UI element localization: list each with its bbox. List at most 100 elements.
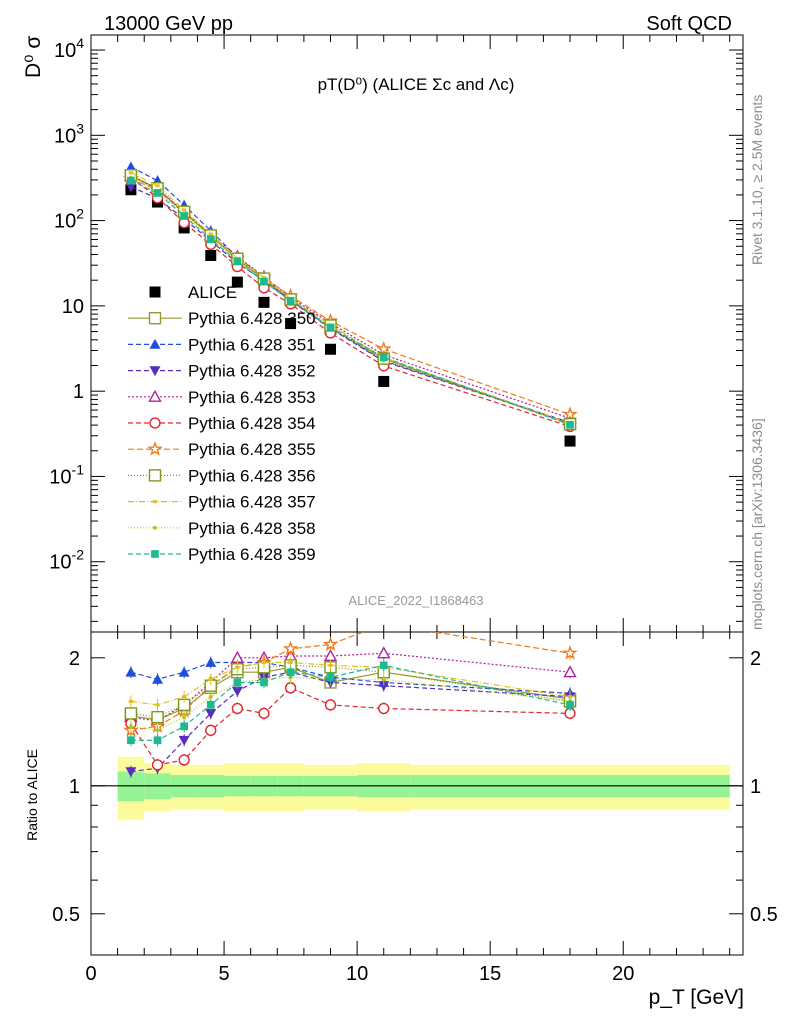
series-9-point-main-9 (566, 420, 574, 429)
y-axis-label: D⁰ σ (22, 36, 45, 78)
legend-marker-2 (149, 366, 161, 377)
series-5-point-main-9 (562, 406, 578, 422)
ratio-axis-label: Ratio to ALICE (24, 749, 40, 841)
series-line-ratio-0 (130, 666, 571, 721)
legend-label-5: Pythia 6.428 355 (188, 440, 316, 459)
y-tick-label-ratio-right-1: 1 (750, 776, 761, 798)
series-9-point-ratio-5 (260, 678, 268, 687)
x-tick-label-1: 5 (218, 963, 229, 985)
series-8-point-ratio-8 (381, 677, 386, 682)
y-tick-label-ratio-2: 0.5 (52, 904, 80, 926)
y-tick-label-main-0: 104 (54, 35, 84, 62)
series-line-ratio-8 (130, 676, 571, 732)
series-2-point-ratio-4 (231, 686, 243, 697)
x-tick-label-2: 10 (346, 963, 368, 985)
series-1-point-ratio-1 (152, 673, 164, 684)
series-3-point-ratio-9 (563, 665, 577, 678)
series-4-point-ratio-7 (324, 699, 337, 711)
legend-label-1: Pythia 6.428 351 (188, 335, 316, 354)
series-line-ratio-2 (130, 671, 571, 773)
legend-label-3: Pythia 6.428 353 (188, 388, 316, 407)
series-9-point-main-8 (379, 353, 388, 362)
ratio-series-layer (123, 632, 578, 778)
legend-label-0: Pythia 6.428 350 (188, 309, 316, 328)
series-9-point-ratio-4 (233, 678, 242, 687)
y-tick-label-main-1: 103 (54, 120, 84, 147)
series-9-point-main-2 (180, 212, 188, 220)
series-9-point-main-3 (206, 235, 215, 244)
series-9-point-main-5 (260, 277, 268, 286)
series-line-ratio-9 (130, 664, 571, 741)
series-7-point-ratio-3 (208, 677, 213, 681)
ratio-uncertainty-band (91, 756, 743, 821)
series-4-point-ratio-5 (258, 707, 270, 720)
series-line-ratio-6 (130, 664, 571, 718)
mcplots-label: mcplots.cern.ch [arXiv:1306.3436] (749, 418, 765, 630)
series-4-point-ratio-8 (378, 702, 390, 715)
series-9-point-ratio-9 (566, 701, 574, 709)
series-7-point-ratio-6 (288, 660, 293, 664)
series-7-point-ratio-5 (261, 660, 267, 664)
series-7-point-ratio-0 (128, 699, 134, 703)
legend-marker-0 (148, 312, 162, 325)
header-right: Soft QCD (646, 13, 732, 35)
series-5-point-ratio-7 (322, 636, 339, 651)
series-7-point-main-5 (261, 276, 267, 280)
series-9-point-ratio-7 (326, 673, 335, 682)
series-4-point-ratio-3 (205, 724, 217, 737)
series-9-point-main-7 (326, 323, 335, 332)
plot-title: pT(D⁰) (ALICE Σc and Λc) (318, 75, 515, 94)
series-6-point-ratio-1 (151, 710, 164, 724)
series-line-main-1 (130, 166, 571, 424)
series-7-point-ratio-2 (181, 695, 187, 699)
legend-marker-7 (152, 500, 158, 504)
alice-point-7 (325, 343, 337, 355)
legend-label-6: Pythia 6.428 356 (188, 466, 316, 485)
series-2-point-main-0 (125, 182, 137, 193)
alice-point-4 (231, 276, 243, 288)
main-frame (90, 34, 744, 633)
legend-label-2: Pythia 6.428 352 (188, 362, 316, 381)
y-tick-label-main-6: 10-2 (49, 547, 84, 574)
series-4-point-ratio-1 (151, 759, 164, 771)
series-8-point-ratio-1 (155, 728, 160, 733)
series-6-point-ratio-0 (124, 707, 138, 720)
series-line-main-5 (130, 178, 571, 416)
series-line-ratio-5 (130, 632, 571, 731)
legend-marker-data (149, 286, 161, 298)
analysis-label: ALICE_2022_I1868463 (348, 593, 483, 608)
x-tick-label-4: 20 (612, 963, 634, 985)
series-line-ratio-4 (130, 687, 571, 766)
series-7-point-main-1 (155, 184, 160, 188)
x-axis-label: p_T [GeV] (649, 986, 744, 1009)
series-line-main-7 (130, 172, 571, 424)
alice-point-9 (564, 435, 576, 447)
series-9-point-ratio-1 (153, 736, 162, 745)
series-9-point-ratio-8 (379, 661, 388, 670)
series-5-point-main-8 (376, 340, 392, 356)
legend-label-4: Pythia 6.428 354 (188, 414, 316, 433)
series-9-point-ratio-2 (180, 722, 188, 731)
series-7-point-ratio-4 (235, 665, 240, 669)
legend-label-9: Pythia 6.428 359 (188, 545, 316, 564)
legend-label-data: ALICE (188, 283, 237, 302)
series-2-point-ratio-0 (125, 767, 137, 778)
legend-marker-4 (149, 417, 161, 429)
series-9-point-main-4 (233, 257, 242, 266)
alice-point-5 (258, 296, 270, 308)
series-8-point-ratio-0 (128, 724, 133, 729)
plot-frames (90, 34, 744, 956)
series-7-point-main-2 (181, 208, 187, 212)
alice-point-3 (205, 249, 217, 261)
header-left: 13000 GeV pp (104, 13, 233, 35)
y-tick-label-main-5: 10-1 (49, 461, 84, 488)
main-series-layer (123, 161, 578, 447)
series-3-point-ratio-7 (323, 649, 338, 662)
series-line-ratio-1 (130, 661, 571, 694)
legend-marker-3 (148, 389, 162, 402)
x-tick-label-0: 0 (85, 963, 96, 985)
series-1-point-main-0 (125, 161, 137, 172)
series-9-point-main-6 (286, 296, 295, 305)
